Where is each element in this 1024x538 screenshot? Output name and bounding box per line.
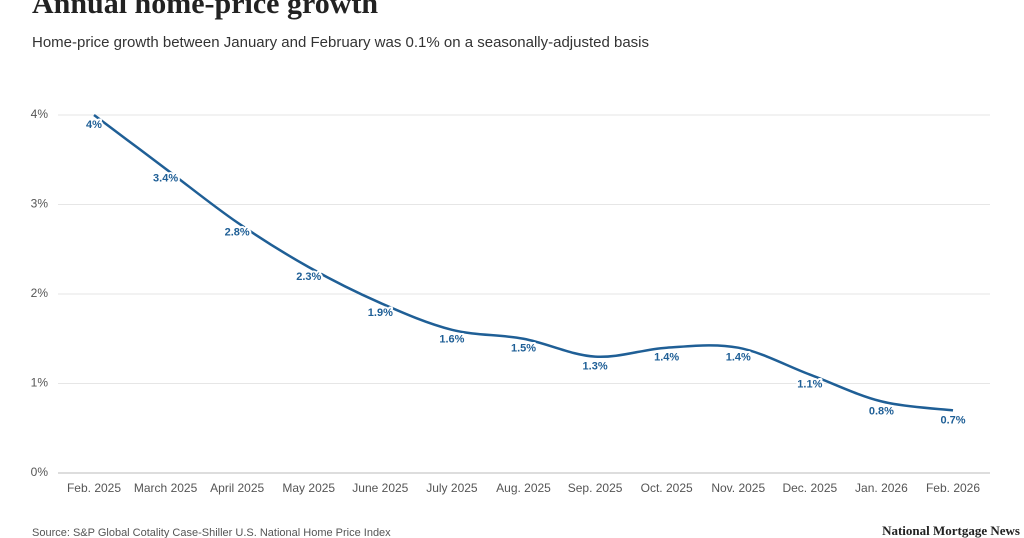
x-tick-label: Feb. 2026 [926,481,980,495]
x-tick-label: Feb. 2025 [67,481,121,495]
source: Source: S&P Global Cotality Case-Shiller… [32,527,391,538]
x-tick-label: May 2025 [282,481,335,495]
chart-title: Annual home-price growth [32,0,378,20]
value-label: 1.5% [511,343,536,355]
value-label: 3.4% [153,173,178,185]
line [93,114,954,412]
x-tick-label: March 2025 [134,481,198,495]
x-tick-label: Aug. 2025 [496,481,551,495]
value-label: 2.3% [296,271,321,283]
value-label: 1.1% [797,378,822,390]
x-tick-label: April 2025 [210,481,264,495]
x-tick-label: Dec. 2025 [782,481,837,495]
y-tick-label: 4% [31,107,49,121]
y-tick-label: 3% [31,197,49,211]
y-tick-label: 2% [31,286,49,300]
value-label: 1.3% [583,361,608,373]
chart-subtitle: Home-price growth between January and Fe… [32,34,649,51]
logo: National Mortgage News [882,523,1020,538]
x-tick-label: Sep. 2025 [568,481,623,495]
x-tick-label: Jan. 2026 [855,481,908,495]
x-tick-label: Oct. 2025 [641,481,693,495]
x-tick-label: June 2025 [352,481,408,495]
value-label: 1.6% [439,334,464,346]
x-tick-label: July 2025 [426,481,478,495]
value-label: 1.9% [368,307,393,319]
value-label: 1.4% [726,352,751,364]
value-label: 2.8% [225,226,250,238]
y-tick-label: 0% [31,465,49,479]
value-label: 0.7% [940,414,965,426]
y-tick-label: 1% [31,376,49,390]
value-label: 0.8% [869,405,894,417]
x-tick-label: Nov. 2025 [711,481,765,495]
value-label: 4% [86,119,102,131]
value-label: 1.4% [654,352,679,364]
